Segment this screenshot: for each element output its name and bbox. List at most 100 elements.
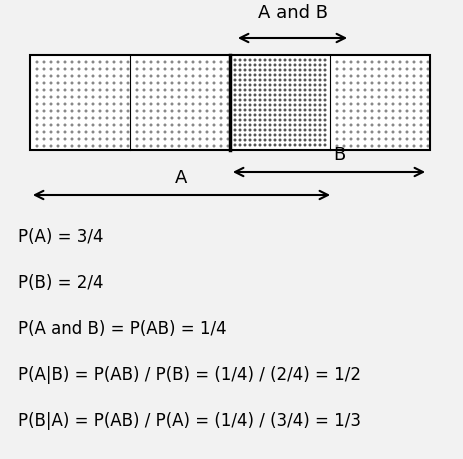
Circle shape: [319, 119, 321, 121]
Circle shape: [50, 117, 52, 119]
Circle shape: [378, 103, 380, 105]
Circle shape: [244, 69, 246, 71]
Circle shape: [239, 139, 241, 141]
Circle shape: [220, 103, 222, 105]
Circle shape: [319, 99, 321, 101]
Circle shape: [234, 79, 236, 81]
Circle shape: [294, 64, 296, 66]
Circle shape: [319, 144, 321, 146]
Circle shape: [343, 138, 345, 140]
Circle shape: [234, 99, 236, 101]
Circle shape: [57, 138, 59, 140]
Circle shape: [199, 96, 201, 98]
Circle shape: [406, 82, 408, 84]
Circle shape: [336, 75, 338, 77]
Circle shape: [192, 96, 194, 98]
Circle shape: [385, 96, 387, 98]
Circle shape: [385, 68, 387, 70]
Circle shape: [406, 89, 408, 91]
Circle shape: [164, 117, 166, 119]
Circle shape: [127, 110, 129, 112]
Circle shape: [274, 99, 276, 101]
Circle shape: [284, 134, 286, 136]
Circle shape: [399, 110, 401, 112]
Circle shape: [178, 103, 180, 105]
Circle shape: [406, 138, 408, 140]
Circle shape: [185, 131, 187, 133]
Circle shape: [392, 131, 394, 133]
Circle shape: [284, 69, 286, 71]
Circle shape: [274, 134, 276, 136]
Circle shape: [304, 129, 306, 131]
Circle shape: [178, 61, 180, 63]
Circle shape: [254, 124, 256, 126]
Circle shape: [336, 131, 338, 133]
Circle shape: [289, 74, 291, 76]
Circle shape: [357, 103, 359, 105]
Circle shape: [85, 75, 87, 77]
Circle shape: [364, 96, 366, 98]
Circle shape: [324, 114, 326, 116]
Circle shape: [57, 68, 59, 70]
Circle shape: [185, 89, 187, 91]
Circle shape: [378, 96, 380, 98]
Circle shape: [206, 117, 208, 119]
Circle shape: [234, 74, 236, 76]
Circle shape: [244, 114, 246, 116]
Circle shape: [343, 75, 345, 77]
Circle shape: [350, 103, 352, 105]
Circle shape: [120, 68, 122, 70]
Circle shape: [92, 96, 94, 98]
Circle shape: [279, 59, 281, 61]
Circle shape: [50, 82, 52, 84]
Circle shape: [364, 117, 366, 119]
Circle shape: [50, 96, 52, 98]
Circle shape: [364, 145, 366, 147]
Circle shape: [314, 139, 316, 141]
Circle shape: [350, 145, 352, 147]
Circle shape: [254, 109, 256, 111]
Circle shape: [284, 89, 286, 91]
Circle shape: [192, 103, 194, 105]
Circle shape: [185, 96, 187, 98]
Circle shape: [127, 75, 129, 77]
Circle shape: [427, 110, 429, 112]
Circle shape: [350, 131, 352, 133]
Circle shape: [289, 119, 291, 121]
Circle shape: [239, 134, 241, 136]
Circle shape: [399, 96, 401, 98]
Circle shape: [106, 103, 108, 105]
Circle shape: [99, 138, 101, 140]
Circle shape: [99, 124, 101, 126]
Circle shape: [294, 74, 296, 76]
Circle shape: [136, 89, 138, 91]
Circle shape: [289, 104, 291, 106]
Circle shape: [378, 145, 380, 147]
Circle shape: [364, 82, 366, 84]
Circle shape: [264, 69, 266, 71]
Circle shape: [399, 124, 401, 126]
Circle shape: [336, 96, 338, 98]
Circle shape: [357, 117, 359, 119]
Circle shape: [269, 114, 271, 116]
Circle shape: [185, 68, 187, 70]
Circle shape: [371, 124, 373, 126]
Circle shape: [324, 129, 326, 131]
Circle shape: [264, 144, 266, 146]
Circle shape: [171, 89, 173, 91]
Circle shape: [206, 145, 208, 147]
Circle shape: [371, 110, 373, 112]
Circle shape: [185, 110, 187, 112]
Circle shape: [274, 94, 276, 96]
Circle shape: [392, 103, 394, 105]
Circle shape: [136, 131, 138, 133]
Circle shape: [64, 110, 66, 112]
Circle shape: [143, 124, 145, 126]
Circle shape: [309, 94, 311, 96]
Circle shape: [239, 144, 241, 146]
Circle shape: [220, 96, 222, 98]
Circle shape: [78, 96, 80, 98]
Circle shape: [385, 110, 387, 112]
Circle shape: [314, 114, 316, 116]
Circle shape: [99, 96, 101, 98]
